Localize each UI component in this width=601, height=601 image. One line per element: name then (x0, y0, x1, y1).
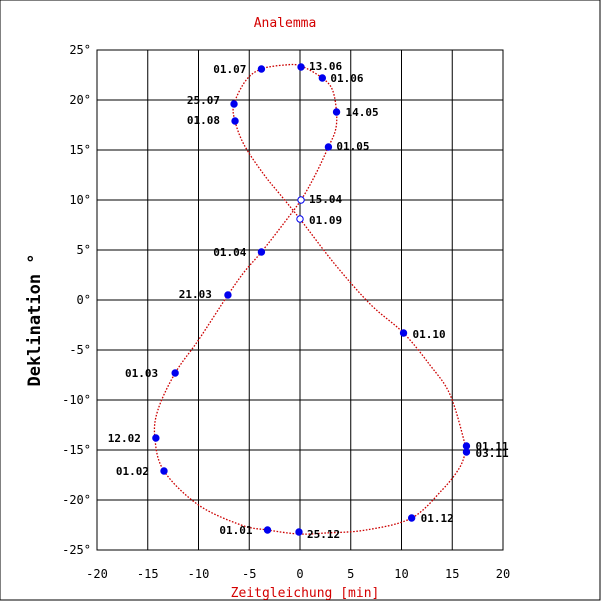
point-label-25.12: 25.12 (307, 528, 340, 541)
data-point-03.11 (462, 448, 471, 456)
point-label-14.05: 14.05 (346, 106, 379, 119)
x-tick-label: 20 (496, 567, 510, 581)
data-point-01.02 (160, 467, 168, 475)
point-label-01.03: 01.03 (125, 367, 158, 380)
point-label-01.01: 01.01 (219, 524, 252, 537)
y-tick-label: 20° (69, 93, 91, 107)
y-tick-label: 0° (77, 293, 91, 307)
y-tick-label: 15° (69, 143, 91, 157)
x-tick-label: 5 (347, 567, 354, 581)
point-label-01.12: 01.12 (421, 512, 454, 525)
y-tick-label: 10° (69, 193, 91, 207)
data-point-01.07 (257, 65, 266, 73)
grid (96, 49, 504, 551)
x-tick-label: -15 (137, 567, 159, 581)
y-tick-label: -25° (62, 543, 91, 557)
point-label-01.08: 01.08 (187, 114, 220, 127)
x-axis-label: Zeitgleichung [min] (231, 586, 380, 601)
y-tick-label: -15° (62, 443, 91, 457)
point-label-01.10: 01.10 (413, 328, 446, 341)
point-label-15.04: 15.04 (309, 193, 342, 206)
y-tick-label: -10° (62, 393, 91, 407)
data-point-01.05 (324, 143, 333, 151)
point-label-25.07: 25.07 (187, 94, 220, 107)
point-label-01.07: 01.07 (213, 63, 246, 76)
point-label-01.02: 01.02 (116, 465, 149, 478)
point-label-01.06: 01.06 (330, 72, 363, 85)
data-point-01.03 (171, 369, 179, 377)
data-point-25.12 (295, 528, 303, 536)
y-axis-label: Deklination ° (25, 253, 45, 386)
point-label-12.02: 12.02 (108, 432, 141, 445)
data-point-01.12 (407, 514, 416, 522)
x-tick-label: -10 (188, 567, 210, 581)
point-label-01.05: 01.05 (336, 140, 369, 153)
data-points (152, 63, 471, 536)
x-tick-label: 0 (296, 567, 303, 581)
y-tick-label: 25° (69, 43, 91, 57)
point-label-01.09: 01.09 (309, 214, 342, 227)
data-point-01.10 (399, 329, 408, 337)
point-label-13.06: 13.06 (309, 60, 342, 73)
point-label-01.04: 01.04 (213, 246, 246, 259)
data-point-01.08 (231, 117, 239, 125)
data-point-12.02 (152, 434, 160, 442)
x-tick-label: 10 (394, 567, 408, 581)
data-point-14.05 (332, 108, 341, 116)
data-point-01.01 (263, 526, 272, 534)
tick-labels: -20 -15 -10 -5 0 5 10 15 20 25° 20° 15° 10° 5° 0° -5° -1… (62, 43, 510, 581)
chart-title: Analemma (254, 16, 317, 31)
data-point-01.06 (318, 74, 327, 82)
data-point-01.11 (462, 442, 471, 450)
data-point-01.09 (296, 215, 304, 223)
data-point-01.04 (257, 248, 266, 256)
point-label-03.11: 03.11 (475, 447, 508, 460)
x-tick-label: -5 (242, 567, 256, 581)
point-label-01.11: 01.11 (475, 440, 508, 453)
y-tick-label: -20° (62, 493, 91, 507)
x-tick-label: -20 (86, 567, 108, 581)
data-point-21.03 (224, 291, 232, 299)
y-tick-label: -5° (69, 343, 91, 357)
point-label-21.03: 21.03 (179, 288, 212, 301)
data-point-13.06 (297, 63, 305, 71)
x-tick-label: 15 (445, 567, 459, 581)
data-point-25.07 (230, 100, 238, 108)
data-point-15.04 (297, 196, 305, 204)
y-tick-label: 5° (77, 243, 91, 257)
